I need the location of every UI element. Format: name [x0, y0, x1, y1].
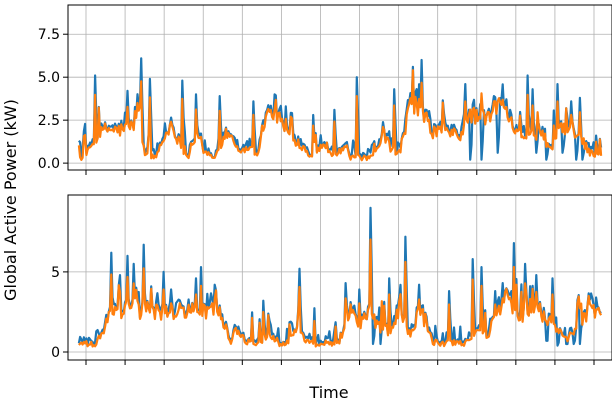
y-tick-label: 2.5 — [38, 113, 60, 129]
x-axis-label: Time — [308, 383, 348, 400]
y-tick-label: 0 — [51, 345, 60, 361]
plot-frame — [67, 194, 612, 361]
series-line-orange — [78, 238, 603, 348]
y-tick-label: 0.0 — [38, 156, 60, 172]
grid-lines — [68, 195, 612, 360]
y-axis-label: Global Active Power (kW) — [1, 99, 20, 301]
top-panel: 0.0 2.5 5.0 7.5 — [38, 4, 612, 175]
y-tick-label: 5.0 — [38, 70, 60, 86]
y-tick-label: 5 — [51, 265, 60, 281]
bottom-panel: 05 — [51, 194, 612, 365]
series-line-blue — [77, 206, 602, 347]
plot-frame — [67, 4, 612, 171]
series-line-blue — [78, 57, 603, 161]
series-line-orange — [77, 69, 603, 162]
y-tick-label: 7.5 — [38, 27, 60, 43]
